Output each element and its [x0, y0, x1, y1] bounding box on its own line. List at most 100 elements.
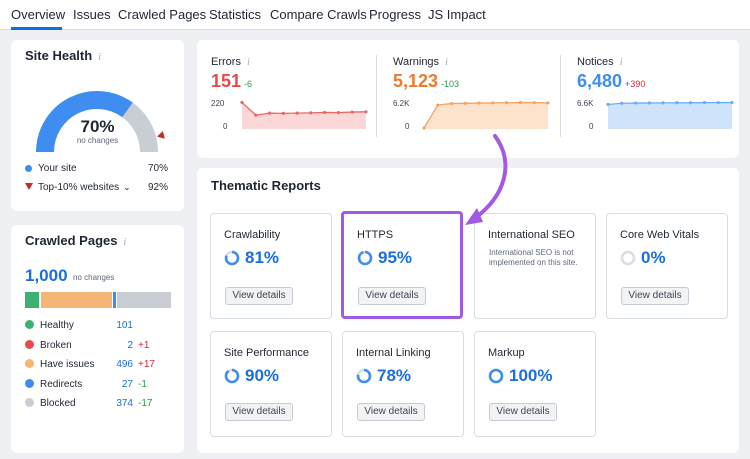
legend-label: Blocked: [40, 398, 76, 409]
tile-score-value: 78%: [377, 366, 412, 385]
sparkline-point: [675, 101, 679, 105]
crawled-pages-card: Crawled Pages i 1,000 no changes Healthy 1…: [11, 225, 184, 453]
bar-segment-healthy[interactable]: [25, 292, 40, 308]
view-details-button[interactable]: View details: [357, 403, 425, 421]
tile-score: 81%: [224, 248, 279, 268]
tile-note: International SEO is not implemented on …: [489, 248, 578, 267]
legend-value[interactable]: 27: [121, 378, 133, 390]
tab-js-impact[interactable]: JS Impact: [428, 7, 486, 22]
crawled-pages-title: Crawled Pages i: [25, 233, 127, 248]
view-details-button[interactable]: View details: [358, 287, 426, 305]
sparkline-point: [518, 100, 523, 105]
notices-value-row: 6,480 +390: [577, 71, 645, 92]
report-tile-https[interactable]: HTTPS 95% View details: [341, 211, 463, 319]
warnings-delta: -103: [441, 79, 460, 89]
sparkline-point: [281, 111, 285, 115]
tab-overview[interactable]: Overview: [11, 7, 66, 22]
bar-segment-redirects[interactable]: [113, 292, 118, 308]
tab-statistics[interactable]: Statistics: [209, 7, 262, 22]
sparkline-line: [423, 101, 549, 129]
y-axis-max-label: 220: [211, 99, 225, 108]
legend-value[interactable]: 2: [127, 339, 133, 351]
legend-dot: [25, 359, 34, 368]
tile-score-value: 0%: [641, 248, 666, 267]
gauge-your-site-arc: [36, 91, 133, 153]
sparkline-point: [505, 101, 509, 105]
info-icon[interactable]: i: [123, 237, 127, 248]
report-tile-international-seo[interactable]: International SEO International SEO is no…: [474, 213, 596, 319]
sparkline-point: [702, 101, 707, 105]
notices-label: Notices i: [577, 56, 623, 68]
legend-delta: -1: [138, 378, 147, 390]
sparkline-point: [254, 113, 258, 117]
info-icon[interactable]: i: [619, 57, 623, 68]
legend-value[interactable]: 374: [116, 398, 133, 409]
legend-value[interactable]: 101: [116, 320, 133, 331]
sparkline-point: [633, 101, 638, 105]
warnings-count[interactable]: 5,123: [393, 71, 439, 91]
sparkline-point: [716, 101, 720, 105]
sparkline-point: [647, 101, 651, 105]
sparkline-point: [436, 103, 440, 107]
top10-row[interactable]: Top-10% websites ⌄: [25, 182, 131, 193]
sparkline-point: [491, 101, 495, 105]
tile-score-value: 81%: [245, 248, 280, 267]
tab-crawled-pages[interactable]: Crawled Pages: [118, 7, 207, 22]
report-tile-core-web-vitals[interactable]: Core Web Vitals 0% View details: [606, 213, 728, 319]
view-details-button[interactable]: View details: [225, 287, 293, 305]
report-tile-site-performance[interactable]: Site Performance 90% View details: [210, 331, 332, 437]
tile-score-value: 90%: [245, 366, 280, 385]
tile-title: Core Web Vitals: [620, 229, 700, 241]
divider: [560, 55, 561, 137]
sparkline-point: [336, 110, 341, 115]
y-axis-min-label: 0: [223, 122, 228, 131]
legend-row: Broken: [25, 339, 72, 351]
tile-score-value: 100%: [509, 366, 553, 385]
report-tile-crawlability[interactable]: Crawlability 81% View details: [210, 213, 332, 319]
bar-segment-have-issues[interactable]: [41, 292, 114, 308]
tile-title: International SEO: [488, 229, 575, 241]
tile-score-value: 95%: [378, 248, 413, 267]
view-details-button[interactable]: View details: [225, 403, 293, 421]
legend-value[interactable]: 496: [116, 359, 133, 370]
tab-issues[interactable]: Issues: [73, 7, 111, 22]
info-icon[interactable]: i: [98, 52, 101, 63]
legend-dot: [25, 320, 34, 329]
y-axis-max-label: 6.2K: [393, 99, 410, 108]
progress-ring-icon: [357, 250, 373, 266]
progress-ring-icon: [488, 368, 504, 384]
sparkline-area: [242, 102, 366, 129]
info-icon[interactable]: i: [246, 57, 250, 68]
tile-title: Crawlability: [224, 229, 281, 241]
sparkline-area: [424, 102, 548, 129]
top10-value: 92%: [148, 182, 169, 193]
sparkline-area: [608, 102, 732, 129]
report-tile-markup[interactable]: Markup 100% View details: [474, 331, 596, 437]
tile-score: 100%: [488, 366, 552, 386]
y-axis-min-label: 0: [405, 122, 410, 131]
legend-label: Redirects: [40, 378, 83, 390]
report-tile-internal-linking[interactable]: Internal Linking 78% View details: [342, 331, 464, 437]
legend-label: Broken: [40, 339, 72, 351]
sparkline-point: [449, 101, 454, 106]
view-details-button[interactable]: View details: [489, 403, 557, 421]
tab-progress[interactable]: Progress: [369, 7, 422, 22]
legend-dot: [25, 398, 34, 407]
view-details-button[interactable]: View details: [621, 287, 689, 305]
tile-score: 0%: [620, 248, 666, 268]
your-site-row: Your site: [25, 163, 77, 174]
bar-segment-blocked[interactable]: [117, 292, 172, 308]
y-axis-max-label: 6.6K: [577, 99, 594, 108]
crawled-pages-total[interactable]: 1,000: [25, 266, 68, 285]
info-icon[interactable]: i: [445, 57, 448, 68]
legend-delta: +17: [138, 359, 155, 370]
sparkline-point: [689, 101, 693, 105]
active-tab-indicator: [11, 27, 62, 30]
gauge-remaining-arc: [121, 102, 158, 153]
notices-count[interactable]: 6,480: [577, 71, 623, 91]
tab-compare-crawls[interactable]: Compare Crawls: [270, 7, 367, 22]
progress-ring-icon: [224, 368, 240, 384]
warnings-sparkline: [422, 100, 550, 130]
bar-segment-broken[interactable]: [39, 292, 42, 308]
errors-count[interactable]: 151: [211, 71, 242, 91]
